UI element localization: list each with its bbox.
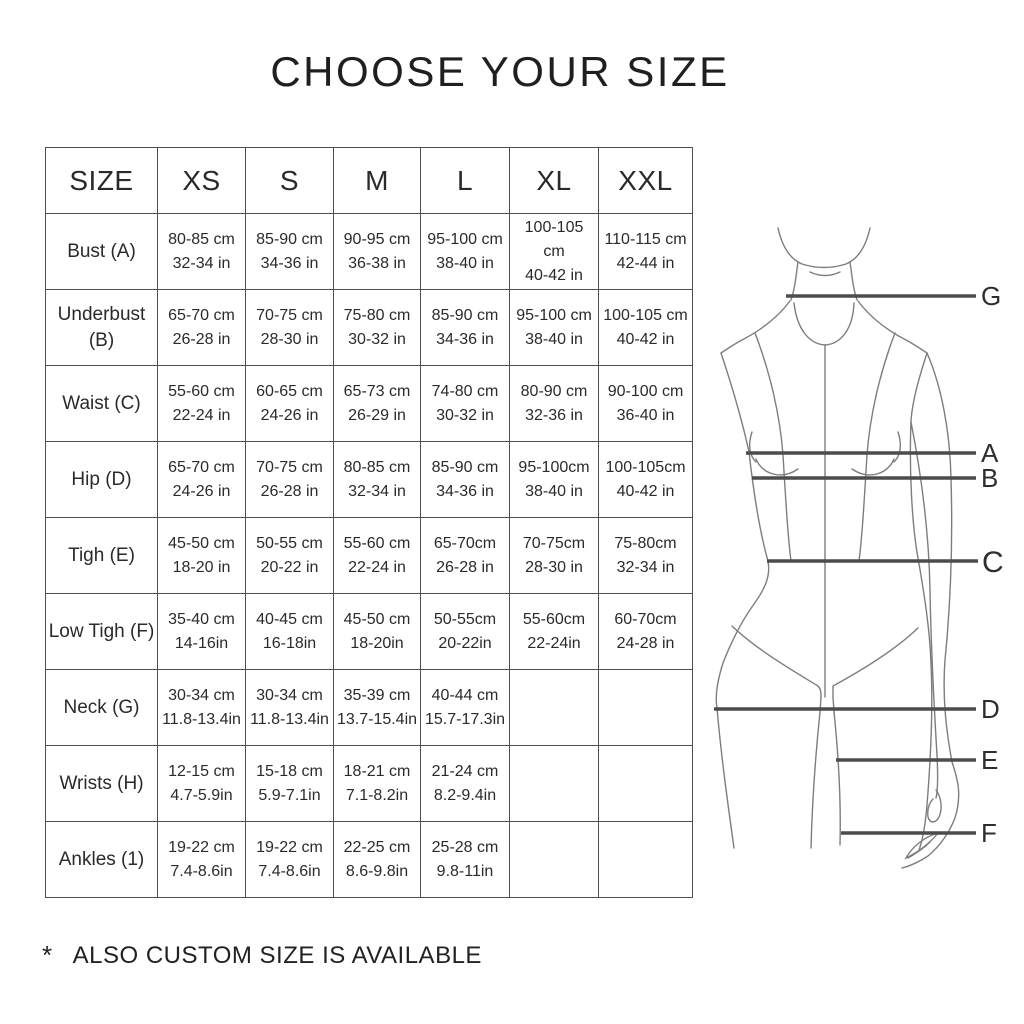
size-cell	[598, 669, 693, 746]
size-cell: 65-70 cm 24-26 in	[157, 441, 246, 518]
table-row-bust: Bust (A) 80-85 cm 32-34 in 85-90 cm 34-3…	[45, 213, 693, 290]
measure-label-e: E	[981, 745, 998, 775]
row-label-low-tigh: Low Tigh (F)	[45, 593, 158, 670]
measure-label-g: G	[981, 281, 1001, 311]
header-size: SIZE	[45, 147, 158, 214]
size-cell: 19-22 cm 7.4-8.6in	[245, 821, 334, 898]
size-cell	[509, 669, 599, 746]
size-cell: 35-39 cm 13.7-15.4in	[333, 669, 421, 746]
size-cell: 50-55 cm 20-22 in	[245, 517, 334, 594]
table-row-low-tigh: Low Tigh (F) 35-40 cm 14-16in 40-45 cm 1…	[45, 593, 693, 670]
size-table: SIZE XS S M L XL XXL Bust (A) 80-85 cm 3…	[45, 147, 693, 898]
size-cell: 80-85 cm 32-34 in	[157, 213, 246, 290]
size-cell: 15-18 cm 5.9-7.1in	[245, 745, 334, 822]
size-cell: 100-105 cm 40-42 in	[598, 289, 693, 366]
size-cell: 19-22 cm 7.4-8.6in	[157, 821, 246, 898]
header-s: S	[245, 147, 334, 214]
header-xl: XL	[509, 147, 599, 214]
size-cell: 25-28 cm 9.8-11in	[420, 821, 510, 898]
size-cell: 74-80 cm 30-32 in	[420, 365, 510, 442]
size-cell	[509, 745, 599, 822]
measure-label-d: D	[981, 694, 1000, 724]
table-row-wrists: Wrists (H) 12-15 cm 4.7-5.9in 15-18 cm 5…	[45, 745, 693, 822]
size-cell: 55-60cm 22-24in	[509, 593, 599, 670]
row-label-wrists: Wrists (H)	[45, 745, 158, 822]
row-label-neck: Neck (G)	[45, 669, 158, 746]
row-label-tigh: Tigh (E)	[45, 517, 158, 594]
table-row-neck: Neck (G) 30-34 cm 11.8-13.4in 30-34 cm 1…	[45, 669, 693, 746]
footnote-asterisk: *	[42, 940, 53, 970]
size-cell	[598, 745, 693, 822]
footnote-text: ALSO CUSTOM SIZE IS AVAILABLE	[72, 942, 482, 969]
size-cell: 50-55cm 20-22in	[420, 593, 510, 670]
size-cell: 21-24 cm 8.2-9.4in	[420, 745, 510, 822]
measure-label-f: F	[981, 818, 997, 848]
measurement-lines	[714, 294, 978, 835]
row-label-hip: Hip (D)	[45, 441, 158, 518]
figure-outline	[715, 227, 960, 869]
size-cell: 55-60 cm 22-24 in	[333, 517, 421, 594]
header-m: M	[333, 147, 421, 214]
size-cell: 85-90 cm 34-36 in	[245, 213, 334, 290]
size-cell: 95-100 cm 38-40 in	[420, 213, 510, 290]
size-cell: 90-95 cm 36-38 in	[333, 213, 421, 290]
size-cell: 65-70cm 26-28 in	[420, 517, 510, 594]
body-measurement-figure: G A B C D E F	[700, 210, 1024, 910]
table-row-hip: Hip (D) 65-70 cm 24-26 in 70-75 cm 26-28…	[45, 441, 693, 518]
size-cell: 30-34 cm 11.8-13.4in	[245, 669, 334, 746]
size-cell: 60-65 cm 24-26 in	[245, 365, 334, 442]
size-cell: 70-75 cm 26-28 in	[245, 441, 334, 518]
size-cell: 60-70cm 24-28 in	[598, 593, 693, 670]
page-title: CHOOSE YOUR SIZE	[270, 48, 730, 95]
measure-label-a: A	[981, 438, 999, 468]
size-cell: 45-50 cm 18-20 in	[157, 517, 246, 594]
measurement-labels: G A B C D E F	[981, 281, 1004, 848]
size-cell: 90-100 cm 36-40 in	[598, 365, 693, 442]
row-label-ankles: Ankles (1)	[45, 821, 158, 898]
size-cell: 85-90 cm 34-36 in	[420, 441, 510, 518]
size-cell: 70-75 cm 28-30 in	[245, 289, 334, 366]
size-cell: 40-45 cm 16-18in	[245, 593, 334, 670]
size-cell: 75-80cm 32-34 in	[598, 517, 693, 594]
size-cell: 70-75cm 28-30 in	[509, 517, 599, 594]
size-cell: 12-15 cm 4.7-5.9in	[157, 745, 246, 822]
size-cell: 75-80 cm 30-32 in	[333, 289, 421, 366]
size-cell: 110-115 cm 42-44 in	[598, 213, 693, 290]
header-xs: XS	[157, 147, 246, 214]
size-cell: 65-70 cm 26-28 in	[157, 289, 246, 366]
size-cell	[509, 821, 599, 898]
size-cell: 100-105cm 40-42 in	[598, 441, 693, 518]
measure-label-c: C	[982, 546, 1004, 579]
size-cell: 95-100 cm 38-40 in	[509, 289, 599, 366]
size-cell: 55-60 cm 22-24 in	[157, 365, 246, 442]
size-cell: 65-73 cm 26-29 in	[333, 365, 421, 442]
table-row-underbust: Underbust (B) 65-70 cm 26-28 in 70-75 cm…	[45, 289, 693, 366]
measure-label-b: B	[981, 463, 998, 493]
size-cell: 80-90 cm 32-36 in	[509, 365, 599, 442]
footnote: * ALSO CUSTOM SIZE IS AVAILABLE	[42, 942, 482, 971]
size-cell: 22-25 cm 8.6-9.8in	[333, 821, 421, 898]
size-cell: 100-105 cm 40-42 in	[509, 213, 599, 290]
size-cell: 18-21 cm 7.1-8.2in	[333, 745, 421, 822]
header-l: L	[420, 147, 510, 214]
size-cell: 45-50 cm 18-20in	[333, 593, 421, 670]
row-label-bust: Bust (A)	[45, 213, 158, 290]
size-table-header-row: SIZE XS S M L XL XXL	[45, 147, 693, 214]
size-cell: 80-85 cm 32-34 in	[333, 441, 421, 518]
row-label-underbust: Underbust (B)	[45, 289, 158, 366]
size-cell	[598, 821, 693, 898]
size-cell: 35-40 cm 14-16in	[157, 593, 246, 670]
size-cell: 40-44 cm 15.7-17.3in	[420, 669, 510, 746]
row-label-waist: Waist (C)	[45, 365, 158, 442]
size-cell: 85-90 cm 34-36 in	[420, 289, 510, 366]
header-xxl: XXL	[598, 147, 693, 214]
table-row-waist: Waist (C) 55-60 cm 22-24 in 60-65 cm 24-…	[45, 365, 693, 442]
table-row-tigh: Tigh (E) 45-50 cm 18-20 in 50-55 cm 20-2…	[45, 517, 693, 594]
table-row-ankles: Ankles (1) 19-22 cm 7.4-8.6in 19-22 cm 7…	[45, 821, 693, 898]
size-cell: 95-100cm 38-40 in	[509, 441, 599, 518]
size-cell: 30-34 cm 11.8-13.4in	[157, 669, 246, 746]
